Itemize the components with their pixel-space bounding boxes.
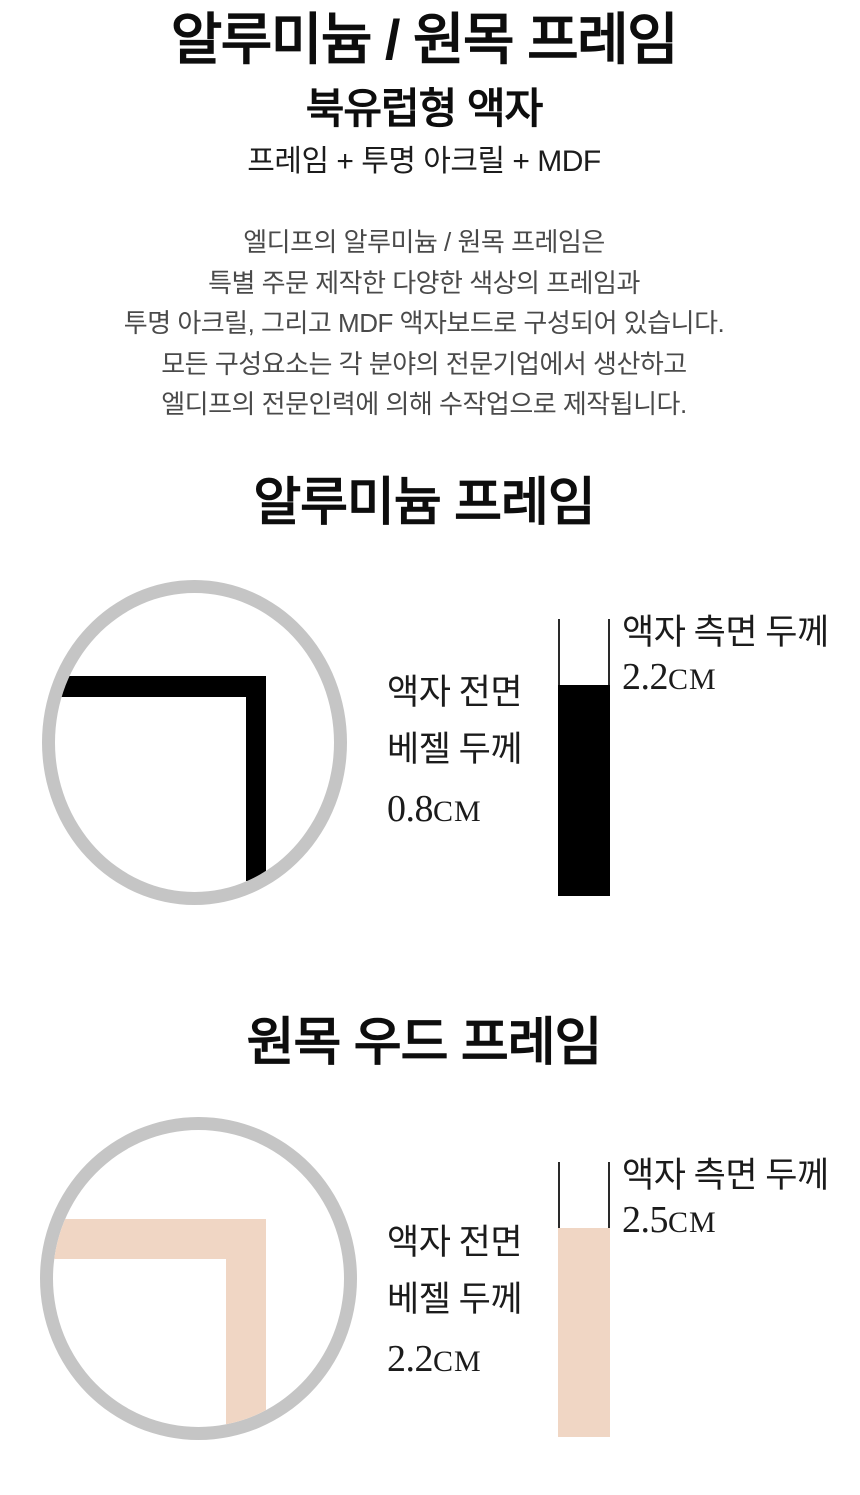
measure-extension-line bbox=[558, 1162, 560, 1228]
side-thickness-value: 2.5CM bbox=[622, 1198, 852, 1245]
front-label-line: 베젤 두께 bbox=[387, 1280, 523, 1319]
side-value-unit: CM bbox=[668, 1206, 717, 1239]
description-line: 엘디프의 알루미늄 / 원목 프레임은 bbox=[243, 227, 605, 257]
measure-extension-line bbox=[608, 1162, 610, 1228]
wood-side-thickness-diagram bbox=[558, 1162, 610, 1437]
section-heading-wood: 원목 우드 프레임 bbox=[246, 1014, 603, 1072]
aluminum-frame-side-bar bbox=[246, 676, 266, 881]
aluminum-front-bezel-label: 액자 전면 베젤 두께 0.8CM bbox=[387, 664, 567, 840]
aluminum-corner-diagram bbox=[42, 580, 347, 905]
measure-extension-line bbox=[558, 619, 560, 685]
aluminum-side-thickness-label: 액자 측면 두께 2.2CM bbox=[622, 610, 852, 702]
composition-line: 프레임 + 투명 아크릴 + MDF bbox=[247, 145, 601, 178]
front-value-number: 0.8 bbox=[387, 788, 434, 830]
measure-extension-line bbox=[608, 619, 610, 685]
description-line: 투명 아크릴, 그리고 MDF 액자보드로 구성되어 있습니다. bbox=[123, 308, 725, 338]
page-title: 알루미늄 / 원목 프레임 bbox=[170, 8, 679, 71]
front-value-unit: CM bbox=[433, 1345, 482, 1378]
front-label-line: 액자 전면 bbox=[387, 1223, 523, 1262]
page-subtitle: 북유럽형 액자 bbox=[305, 85, 544, 132]
front-label-line: 액자 전면 bbox=[387, 673, 523, 712]
wood-side-thickness-label: 액자 측면 두께 2.5CM bbox=[622, 1153, 852, 1245]
side-value-number: 2.5 bbox=[622, 1199, 669, 1241]
description-line: 모든 구성요소는 각 분야의 전문기업에서 생산하고 bbox=[161, 348, 687, 379]
wood-side-bar bbox=[558, 1228, 610, 1437]
aluminum-side-thickness-diagram bbox=[558, 619, 610, 896]
side-thickness-value: 2.2CM bbox=[622, 655, 852, 702]
front-value-number: 2.2 bbox=[387, 1338, 434, 1380]
wood-corner-diagram bbox=[40, 1117, 357, 1440]
front-label-line: 베젤 두께 bbox=[387, 730, 523, 769]
front-bezel-value: 2.2CM bbox=[387, 1331, 567, 1390]
description-line: 특별 주문 제작한 다양한 색상의 프레임과 bbox=[208, 267, 640, 298]
front-value-unit: CM bbox=[433, 795, 482, 828]
side-value-unit: CM bbox=[668, 663, 717, 696]
wood-frame-side-bar bbox=[226, 1219, 266, 1427]
description-line: 엘디프의 전문인력에 의해 수작업으로 제작됩니다. bbox=[161, 389, 687, 419]
section-heading-aluminum: 알루미늄 프레임 bbox=[253, 474, 595, 532]
side-label-text: 액자 측면 두께 bbox=[622, 1156, 829, 1195]
product-description: 엘디프의 알루미늄 / 원목 프레임은 특별 주문 제작한 다양한 색상의 프레… bbox=[0, 222, 848, 425]
front-bezel-value: 0.8CM bbox=[387, 781, 567, 840]
aluminum-frame-top-bar bbox=[55, 676, 266, 697]
side-value-number: 2.2 bbox=[622, 656, 669, 698]
aluminum-side-bar bbox=[558, 685, 610, 896]
wood-front-bezel-label: 액자 전면 베젤 두께 2.2CM bbox=[387, 1214, 567, 1390]
side-label-text: 액자 측면 두께 bbox=[622, 613, 829, 652]
